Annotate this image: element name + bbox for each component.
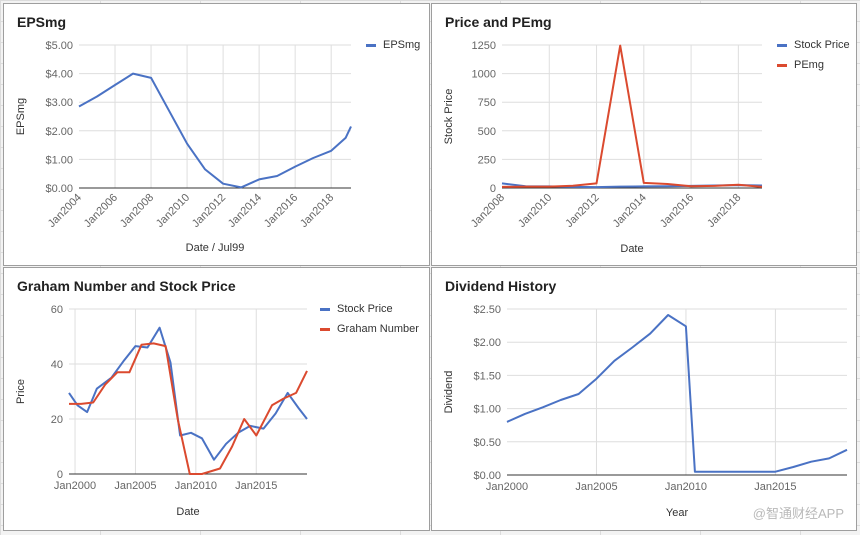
watermark-text: @智通财经APP [752, 506, 844, 521]
x-tick-label: Jan2010 [516, 192, 554, 230]
chart-title: Graham Number and Stock Price [17, 278, 236, 294]
x-tick-label: Jan2006 [82, 192, 120, 230]
legend-swatch [777, 44, 787, 47]
x-tick-label: Jan2000 [54, 480, 96, 492]
y-tick-label: 1250 [472, 40, 496, 52]
y-tick-label: $1.50 [473, 370, 501, 382]
graham-number-chart: 0 20 40 60 Jan2000 Jan2005 Jan2010 Jan2015 Date P… [15, 303, 419, 518]
x-tick-label: Jan2010 [665, 481, 707, 493]
y-tick-label: $2.00 [45, 126, 73, 138]
x-tick-label: Jan2016 [262, 192, 300, 230]
y-axis-title: Price [15, 379, 27, 404]
x-tick-label: Jan2004 [46, 192, 84, 230]
y-axis-title: Dividend [443, 371, 455, 414]
x-axis-title: Date [176, 506, 199, 518]
x-axis-title: Date [620, 243, 643, 255]
legend-label: Stock Price [794, 39, 850, 51]
y-tick-label: 40 [51, 359, 63, 371]
legend-label: Graham Number [337, 323, 419, 335]
dividend-history-chart-panel: Dividend History $0.00 $0.50 $1.00 $1.50 $2.… [431, 267, 857, 531]
x-tick-label: Jan2010 [175, 480, 217, 492]
y-tick-label: $2.00 [473, 337, 501, 349]
chart-title: EPSmg [17, 14, 67, 30]
y-tick-label: $0.00 [45, 183, 73, 195]
y-tick-label: 250 [478, 154, 496, 166]
chart-title: Price and PEmg [445, 14, 552, 30]
x-tick-label: Jan2014 [226, 192, 264, 230]
legend-swatch [320, 328, 330, 331]
epsmg-chart: $0.00$1.00$2.00$3.00$4.00$5.00Jan2004Jan… [15, 39, 420, 254]
y-tick-label: $0.00 [473, 470, 501, 482]
x-tick-label: Jan2014 [611, 192, 649, 230]
x-tick-label: Jan2010 [154, 192, 192, 230]
x-tick-label: Jan2005 [114, 480, 156, 492]
legend-swatch [366, 44, 376, 47]
epsmg-chart-panel: EPSmg $0.00 $1.00 $2.00 $3.00 $4.00 $5.00 Jan2… [3, 3, 430, 266]
x-tick-label: Jan2008 [469, 192, 507, 230]
y-tick-label: $5.00 [45, 40, 73, 52]
y-axis-title: Stock Price [443, 89, 455, 145]
legend-label: EPSmg [383, 39, 420, 51]
series-line-graham-number [69, 342, 308, 475]
y-tick-label: 60 [51, 304, 63, 316]
legend-swatch [777, 64, 787, 67]
x-tick-label: Jan2015 [235, 480, 277, 492]
y-tick-label: 750 [478, 97, 496, 109]
x-axis-title: Date / Jul99 [186, 242, 245, 254]
y-tick-label: $4.00 [45, 69, 73, 81]
legend-swatch [320, 308, 330, 311]
chart-title: Dividend History [445, 278, 557, 294]
x-tick-label: Jan2000 [486, 481, 528, 493]
y-tick-label: $1.00 [45, 154, 73, 166]
y-tick-label: 500 [478, 126, 496, 138]
y-tick-label: $3.00 [45, 97, 73, 109]
x-tick-label: Jan2008 [118, 192, 156, 230]
x-tick-label: Jan2018 [298, 192, 336, 230]
series-line-stock-price [68, 326, 308, 461]
series-line-epsmg [78, 72, 352, 189]
legend-label: Stock Price [337, 303, 393, 315]
series-line-dividend [506, 314, 848, 473]
y-axis-title: EPSmg [15, 98, 27, 135]
y-tick-label: 0 [57, 469, 63, 481]
legend-label: PEmg [794, 59, 824, 71]
x-tick-label: Jan2018 [705, 192, 743, 230]
x-tick-label: Jan2012 [563, 192, 601, 230]
y-tick-label: $0.50 [473, 437, 501, 449]
dividend-history-chart: $0.00 $0.50 $1.00 $1.50 $2.00 $2.50 Jan2000 Jan… [443, 304, 848, 519]
y-tick-label: 1000 [472, 69, 496, 81]
y-tick-label: $2.50 [473, 304, 501, 316]
x-tick-label: Jan2015 [754, 481, 796, 493]
y-tick-label: 0 [490, 183, 496, 195]
x-tick-label: Jan2012 [190, 192, 228, 230]
y-tick-label: $1.00 [473, 404, 501, 416]
series-line-pemg [501, 44, 763, 188]
price-pemg-chart-panel: Price and PEmg 0 250 500 750 1000 1250 Jan2008… [431, 3, 857, 266]
price-pemg-chart: 0 250 500 750 1000 1250 Jan2008 Jan2010 Jan2012 J… [443, 39, 850, 255]
x-tick-label: Jan2005 [575, 481, 617, 493]
x-tick-label: Jan2016 [658, 192, 696, 230]
x-axis-title: Year [666, 507, 689, 519]
graham-number-chart-panel: Graham Number and Stock Price 0 20 40 60 Jan… [3, 267, 430, 531]
y-tick-label: 20 [51, 414, 63, 426]
